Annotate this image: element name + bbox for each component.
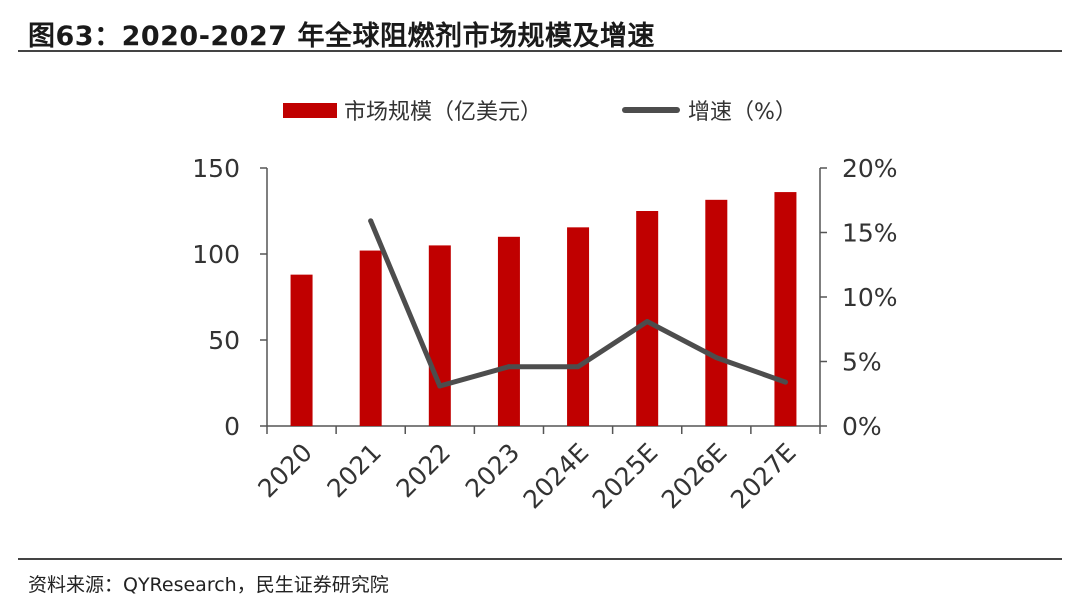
legend-swatch-market-size xyxy=(283,103,337,118)
source-note: 资料来源：QYResearch，民生证券研究院 xyxy=(28,574,389,596)
legend-label-market-size: 市场规模（亿美元） xyxy=(344,100,542,125)
growth-point xyxy=(437,383,443,389)
right-y-tick-label: 15% xyxy=(842,219,898,248)
bar-series xyxy=(290,192,797,426)
right-y-tick-label: 5% xyxy=(842,348,882,377)
x-tick-label: 2026E xyxy=(656,438,733,515)
x-tick-label: 2027E xyxy=(725,438,802,515)
bar-market-size xyxy=(290,274,313,426)
bar-market-size xyxy=(636,211,659,426)
growth-line-series xyxy=(368,218,788,389)
left-y-tick-label: 0 xyxy=(224,412,240,441)
right-y-tick-label: 10% xyxy=(842,283,898,312)
x-tick-label: 2021 xyxy=(321,438,386,503)
x-tick-label: 2020 xyxy=(252,438,317,503)
legend-label-growth: 增速（%） xyxy=(688,100,797,125)
x-tick-label: 2025E xyxy=(587,438,664,515)
chart-canvas: 市场规模（亿美元） 增速（%） 0 50 100 150 0% 5% 10% 15% 20% 20… xyxy=(192,100,898,515)
x-tick-label: 2024E xyxy=(518,438,595,515)
source-divider xyxy=(18,558,1062,560)
left-y-tick-label: 100 xyxy=(192,240,240,269)
chart-title: 图63：2020-2027 年全球阻燃剂市场规模及增速 xyxy=(28,21,655,52)
growth-point xyxy=(713,355,719,361)
growth-point xyxy=(644,319,650,325)
right-y-tick-label: 20% xyxy=(842,154,898,183)
bar-market-size xyxy=(497,236,520,426)
bar-market-size xyxy=(428,245,451,426)
title-divider xyxy=(18,50,1062,52)
growth-point xyxy=(782,379,788,385)
growth-point xyxy=(506,364,512,370)
x-tick-label: 2023 xyxy=(460,438,525,503)
bar-market-size xyxy=(567,227,590,426)
left-y-tick-label: 50 xyxy=(208,326,240,355)
bar-market-size xyxy=(774,192,797,426)
growth-point xyxy=(368,218,374,224)
right-y-tick-label: 0% xyxy=(842,412,882,441)
bar-market-size xyxy=(705,199,728,426)
x-tick-label: 2022 xyxy=(391,438,456,503)
growth-point xyxy=(575,364,581,370)
bar-market-size xyxy=(359,250,382,426)
left-y-tick-label: 150 xyxy=(192,154,240,183)
legend: 市场规模（亿美元） 增速（%） xyxy=(283,100,797,125)
